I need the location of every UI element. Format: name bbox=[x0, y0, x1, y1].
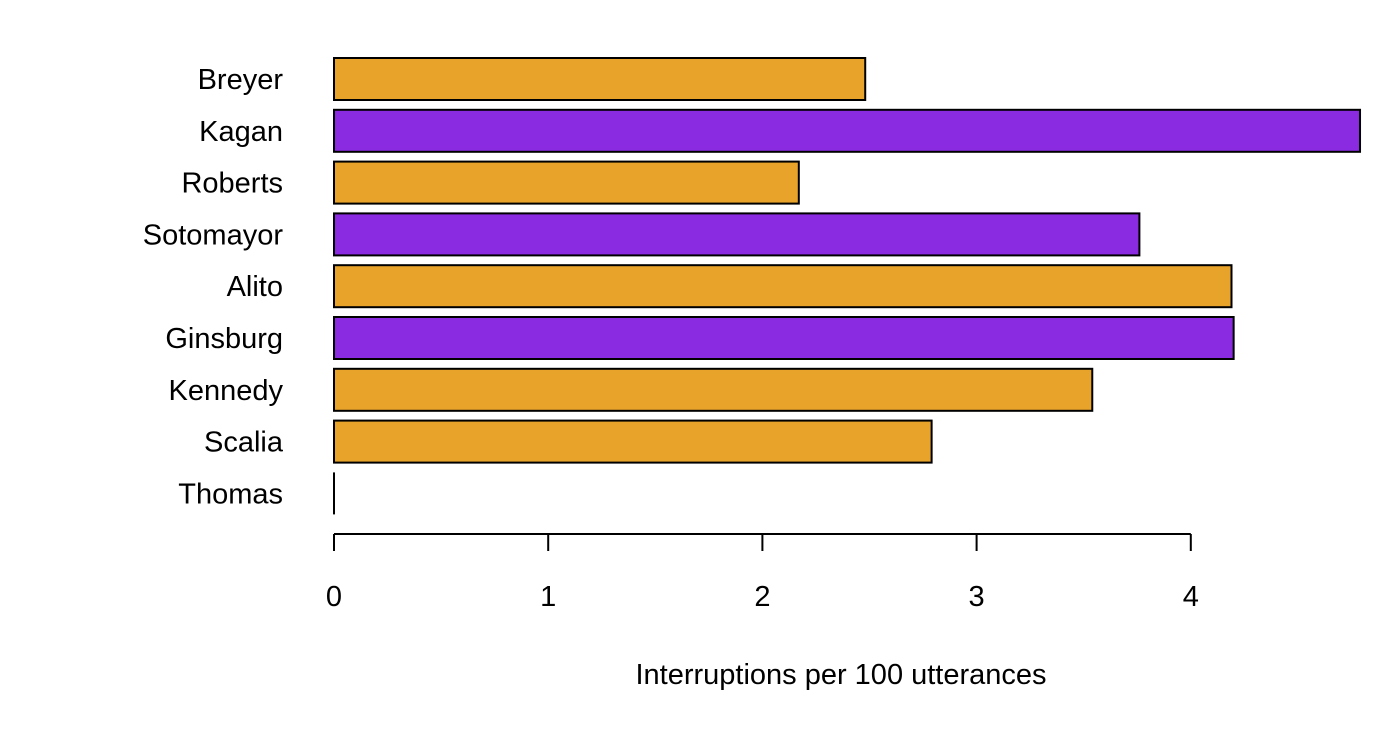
category-label-kennedy: Kennedy bbox=[169, 375, 284, 407]
bars-layer bbox=[333, 57, 1362, 515]
x-tick-label-0: 0 bbox=[326, 581, 342, 613]
x-axis-label: Interruptions per 100 utterances bbox=[635, 659, 1046, 691]
bar-scalia bbox=[333, 419, 933, 464]
x-tick-label-1: 1 bbox=[540, 581, 556, 613]
x-tick-label-4: 4 bbox=[1183, 581, 1199, 613]
category-labels: Breyer Kagan Roberts Sotomayor Alito Ginsburg… bbox=[143, 64, 284, 510]
category-label-thomas: Thomas bbox=[178, 478, 283, 510]
category-label-sotomayor: Sotomayor bbox=[143, 219, 284, 251]
bar-alito bbox=[333, 264, 1233, 309]
bar-roberts bbox=[333, 160, 800, 205]
category-label-breyer: Breyer bbox=[198, 64, 284, 96]
category-label-kagan: Kagan bbox=[199, 116, 283, 148]
x-tick-label-3: 3 bbox=[969, 581, 985, 613]
bar-kennedy bbox=[333, 367, 1094, 412]
bar-sotomayor bbox=[333, 212, 1141, 257]
x-tick-label-2: 2 bbox=[754, 581, 770, 613]
category-label-alito: Alito bbox=[227, 271, 283, 303]
bar-ginsburg bbox=[333, 316, 1235, 360]
category-label-ginsburg: Ginsburg bbox=[165, 323, 283, 355]
category-label-scalia: Scalia bbox=[204, 427, 284, 459]
category-label-roberts: Roberts bbox=[181, 168, 283, 200]
bar-kagan bbox=[333, 108, 1362, 153]
x-axis: 0 1 2 3 4 bbox=[326, 533, 1199, 613]
bar-breyer bbox=[333, 57, 867, 101]
